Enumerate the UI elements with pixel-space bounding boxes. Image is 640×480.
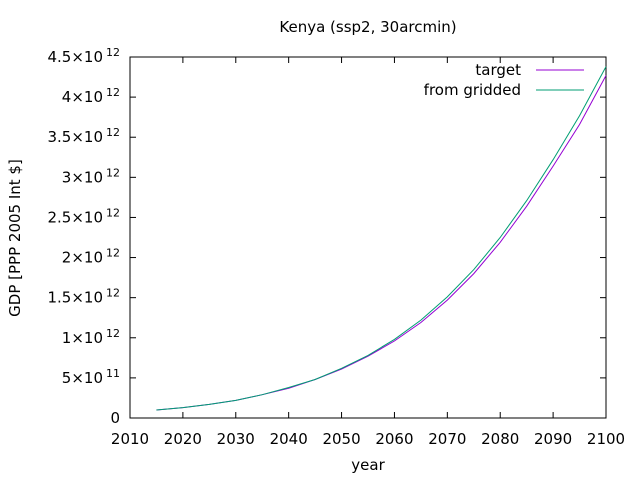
x-tick-label: 2010	[111, 430, 149, 448]
x-tick-label: 2080	[481, 430, 519, 448]
y-tick-label-exponent: 12	[106, 126, 120, 139]
y-tick-label-base: 4×10	[62, 88, 103, 106]
y-tick-label: 4.5×10 12	[47, 46, 120, 66]
y-tick-label-exponent: 11	[106, 367, 120, 380]
y-tick-label: 3.5×10 12	[47, 126, 120, 146]
y-tick-label-exponent: 12	[106, 287, 120, 300]
x-tick-label: 2030	[217, 430, 255, 448]
y-tick-label: 4×10 12	[62, 86, 120, 106]
legend: target from gridded	[424, 61, 584, 99]
y-tick-label-base: 4.5×10	[47, 48, 103, 66]
x-tick-label: 2020	[164, 430, 202, 448]
y-tick-label-base: 1.5×10	[47, 289, 103, 307]
y-tick-label: 1.5×10 12	[47, 287, 120, 307]
y-tick-label-base: 0	[110, 409, 120, 427]
chart-title: Kenya (ssp2, 30arcmin)	[279, 18, 456, 36]
plot-frame	[129, 56, 607, 419]
x-tick-label: 2070	[428, 430, 466, 448]
y-tick-label: 1×10 12	[62, 327, 120, 347]
y-tick-label-exponent: 12	[106, 247, 120, 260]
series-line-1	[156, 66, 607, 411]
y-tick-label-base: 2×10	[62, 249, 103, 267]
x-tick-label: 2050	[322, 430, 360, 448]
y-tick-label-base: 2.5×10	[47, 208, 103, 226]
y-tick-label-exponent: 12	[106, 206, 120, 219]
x-tick-label: 2100	[587, 430, 625, 448]
y-tick-label-exponent: 12	[106, 166, 120, 179]
y-tick-label: 5×10 11	[62, 367, 120, 387]
y-tick-label-exponent: 12	[106, 86, 120, 99]
x-tick-label: 2060	[375, 430, 413, 448]
legend-label: target	[475, 61, 521, 79]
y-tick-label-exponent: 12	[106, 46, 120, 59]
legend-label: from gridded	[424, 81, 521, 99]
series-line-0	[156, 75, 607, 411]
y-tick-label-base: 3.5×10	[47, 128, 103, 146]
y-tick-label-base: 1×10	[62, 329, 103, 347]
y-tick-label: 0	[110, 409, 120, 427]
y-tick-label: 2×10 12	[62, 247, 120, 267]
y-tick-label: 2.5×10 12	[47, 206, 120, 226]
y-tick-label-base: 5×10	[62, 369, 103, 387]
y-tick-label-base: 3×10	[62, 168, 103, 186]
y-tick-label-exponent: 12	[106, 327, 120, 340]
x-tick-label: 2040	[270, 430, 308, 448]
x-tick-label: 2090	[534, 430, 572, 448]
axis-ticks: 2010 2020 2030 2040 2050 2060 2070 2080 2090 2100…	[47, 46, 625, 448]
x-axis-label: year	[351, 456, 385, 474]
y-axis-label: GDP [PPP 2005 Int $]	[6, 159, 24, 317]
series-lines	[156, 66, 607, 411]
y-tick-label: 3×10 12	[62, 166, 120, 186]
